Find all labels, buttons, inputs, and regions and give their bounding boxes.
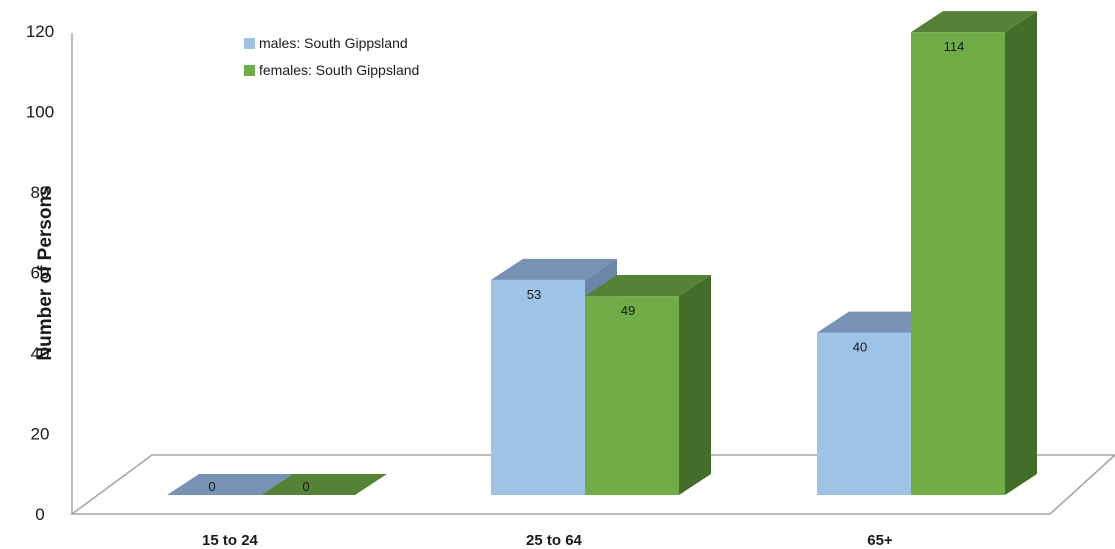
- bar-top-face: [911, 11, 1037, 33]
- y-tick-label: 80: [31, 183, 50, 202]
- bar-top-face: [261, 474, 387, 495]
- x-tick-label: 65+: [867, 532, 893, 549]
- legend-swatch: [244, 65, 255, 76]
- data-label: 40: [853, 340, 867, 355]
- y-tick-label: 0: [35, 505, 44, 524]
- data-label: 114: [944, 39, 965, 54]
- bar-side-face: [1005, 11, 1037, 495]
- bars: 0 0 53 49 40 114: [167, 11, 1037, 495]
- legend-swatch: [244, 38, 255, 49]
- y-tick-label: 60: [31, 264, 50, 283]
- y-tick-label: 20: [31, 425, 50, 444]
- x-tick-labels: 15 to 24 25 to 64 65+: [202, 532, 893, 549]
- bar-top-face: [585, 275, 711, 297]
- legend-label: females: South Gippsland: [259, 62, 419, 78]
- x-tick-label: 15 to 24: [202, 532, 259, 549]
- bar-front-face: [817, 332, 911, 495]
- y-axis-label: Number of Persons: [35, 185, 56, 360]
- bar-females-1: 49: [585, 275, 711, 495]
- legend: males: South Gippsland females: South Gip…: [244, 35, 419, 78]
- bar-males-0: 0: [167, 474, 293, 495]
- bar-front-face: [911, 32, 1005, 495]
- y-tick-label: 100: [26, 103, 54, 122]
- floor-plane: [69, 454, 1115, 515]
- data-label: 0: [208, 479, 215, 494]
- y-tick-label: 120: [26, 22, 54, 41]
- data-label: 49: [621, 303, 635, 318]
- data-label: 0: [302, 479, 309, 494]
- bar-top-face: [491, 258, 617, 280]
- legend-label: males: South Gippsland: [259, 35, 408, 51]
- bar-females-0: 0: [261, 474, 387, 495]
- data-label: 53: [527, 287, 541, 302]
- y-tick-labels: 0 20 40 60 80 100 120: [26, 22, 54, 524]
- bar-females-2: 114: [911, 11, 1037, 495]
- chart-floor: [69, 454, 1115, 515]
- x-tick-label: 25 to 64: [526, 532, 583, 549]
- bar-top-face: [167, 474, 293, 495]
- y-tick-label: 40: [31, 344, 50, 363]
- bar-front-face: [585, 296, 679, 495]
- bar-side-face: [679, 275, 711, 495]
- bar-front-face: [491, 279, 585, 495]
